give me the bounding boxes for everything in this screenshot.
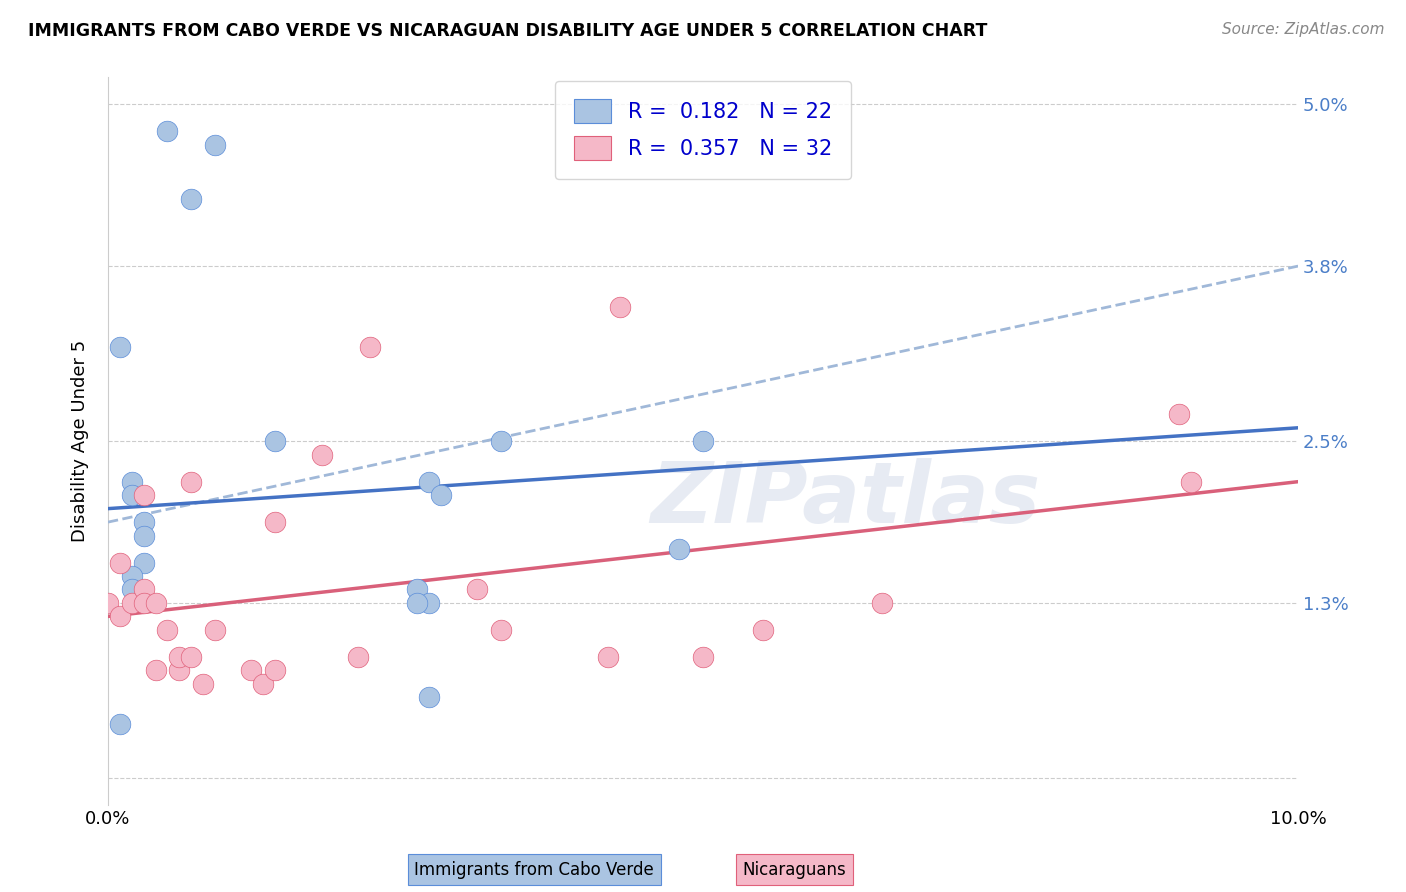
Point bbox=[1180, 475, 1202, 489]
Point bbox=[347, 649, 370, 664]
Point bbox=[204, 623, 226, 637]
Text: Source: ZipAtlas.com: Source: ZipAtlas.com bbox=[1222, 22, 1385, 37]
Point bbox=[180, 649, 202, 664]
Text: IMMIGRANTS FROM CABO VERDE VS NICARAGUAN DISABILITY AGE UNDER 5 CORRELATION CHAR: IMMIGRANTS FROM CABO VERDE VS NICARAGUAN… bbox=[28, 22, 987, 40]
Point bbox=[263, 663, 285, 677]
Point bbox=[870, 596, 893, 610]
Point bbox=[193, 677, 215, 691]
Point bbox=[132, 488, 155, 502]
Point bbox=[169, 663, 191, 677]
Point bbox=[121, 582, 143, 597]
Point bbox=[132, 528, 155, 542]
Point bbox=[692, 434, 714, 449]
Point bbox=[108, 556, 131, 570]
Point bbox=[121, 596, 143, 610]
Point bbox=[406, 582, 429, 597]
Point bbox=[596, 649, 619, 664]
Point bbox=[132, 556, 155, 570]
Point bbox=[108, 340, 131, 354]
Y-axis label: Disability Age Under 5: Disability Age Under 5 bbox=[72, 340, 89, 542]
Point bbox=[121, 475, 143, 489]
Point bbox=[180, 475, 202, 489]
Point bbox=[145, 663, 167, 677]
Point bbox=[359, 340, 381, 354]
Point bbox=[121, 488, 143, 502]
Point bbox=[418, 690, 440, 705]
Point bbox=[489, 434, 512, 449]
Point bbox=[430, 488, 453, 502]
Point bbox=[418, 475, 440, 489]
Point bbox=[97, 596, 120, 610]
Point bbox=[311, 448, 333, 462]
Point bbox=[108, 609, 131, 624]
Point bbox=[263, 434, 285, 449]
Point bbox=[609, 300, 631, 314]
Point bbox=[406, 596, 429, 610]
Point bbox=[1168, 407, 1191, 421]
Point bbox=[156, 124, 179, 138]
Text: Nicaraguans: Nicaraguans bbox=[742, 861, 846, 879]
Text: Immigrants from Cabo Verde: Immigrants from Cabo Verde bbox=[415, 861, 654, 879]
Point bbox=[692, 649, 714, 664]
Point bbox=[145, 596, 167, 610]
Point bbox=[263, 515, 285, 529]
Point bbox=[180, 192, 202, 206]
Point bbox=[132, 582, 155, 597]
Point bbox=[489, 623, 512, 637]
Point bbox=[751, 623, 773, 637]
Point bbox=[465, 582, 488, 597]
Text: ZIPatlas: ZIPatlas bbox=[651, 458, 1040, 541]
Point bbox=[418, 596, 440, 610]
Point bbox=[156, 623, 179, 637]
Point bbox=[108, 717, 131, 731]
Point bbox=[169, 649, 191, 664]
Point bbox=[121, 569, 143, 583]
Point bbox=[132, 596, 155, 610]
Point bbox=[204, 137, 226, 152]
Point bbox=[132, 515, 155, 529]
Legend: R =  0.182   N = 22, R =  0.357   N = 32: R = 0.182 N = 22, R = 0.357 N = 32 bbox=[555, 80, 851, 178]
Point bbox=[239, 663, 262, 677]
Point bbox=[668, 542, 690, 557]
Point bbox=[252, 677, 274, 691]
